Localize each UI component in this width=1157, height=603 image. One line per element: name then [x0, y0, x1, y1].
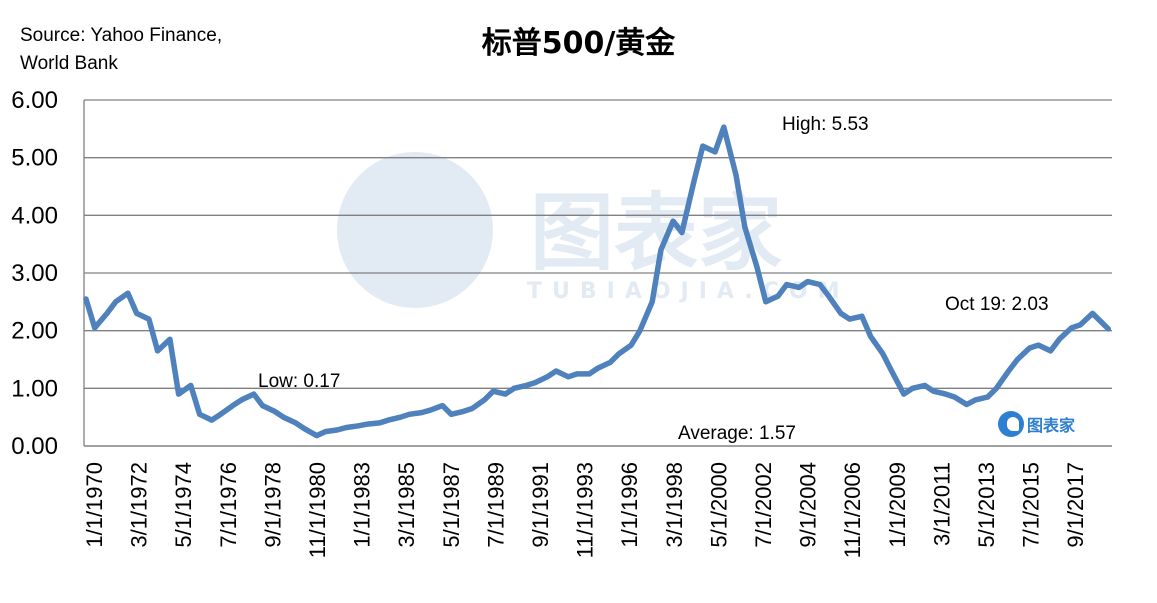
annotation-latest: Oct 19: 2.03 [945, 294, 1049, 315]
brain-head-icon [998, 411, 1024, 437]
x-tick-label: 1/1/1996 [617, 462, 642, 548]
x-axis-ticks: 1/1/1970 3/1/1972 5/1/1974 7/1/1976 9/1/1978… [82, 462, 1088, 558]
x-tick-label: 11/1/1980 [305, 462, 330, 558]
x-tick-label: 1/1/1970 [82, 462, 107, 548]
y-tick-label: 6.00 [11, 87, 58, 114]
x-tick-label: 7/1/1989 [483, 462, 508, 548]
x-tick-label: 9/1/1991 [528, 462, 553, 548]
y-tick-label: 4.00 [11, 202, 58, 229]
source-line-1: Source: Yahoo Finance, [20, 25, 223, 46]
x-tick-label: 5/1/1987 [439, 462, 464, 548]
annotation-high: High: 5.53 [782, 114, 869, 135]
brain-head-icon [337, 152, 493, 308]
annotation-low: Low: 0.17 [258, 371, 340, 392]
x-tick-label: 5/1/2013 [974, 462, 999, 548]
x-tick-label: 5/1/2000 [706, 462, 731, 548]
x-tick-label: 11/1/2006 [840, 462, 865, 558]
x-tick-label: 11/1/1993 [573, 462, 598, 558]
logo: 图表家 [998, 411, 1075, 437]
x-tick-label: 5/1/1974 [171, 462, 196, 548]
gridlines [83, 99, 1112, 446]
x-tick-label: 7/1/2002 [751, 462, 776, 548]
x-tick-label: 3/1/1972 [127, 462, 152, 548]
x-tick-label: 3/1/1998 [662, 462, 687, 548]
x-tick-label: 3/1/1985 [394, 462, 419, 548]
x-tick-label: 9/1/2017 [1063, 462, 1088, 548]
chart-title: 标普500/黄金 [481, 26, 676, 61]
watermark: 图表家 TUBIAOJIA.COM [337, 152, 839, 308]
annotation-average: Average: 1.57 [678, 423, 796, 444]
x-tick-label: 7/1/1976 [216, 462, 241, 548]
x-tick-label: 1/1/2009 [885, 462, 910, 548]
y-axis-ticks: 0.00 1.00 2.00 3.00 4.00 5.00 6.00 [11, 87, 58, 460]
source-line-2: World Bank [20, 53, 118, 74]
x-tick-label: 7/1/2015 [1019, 462, 1044, 548]
x-tick-label: 9/1/2004 [796, 462, 821, 548]
y-tick-label: 2.00 [11, 318, 58, 345]
x-tick-label: 1/1/1983 [350, 462, 375, 548]
logo-text: 图表家 [1027, 416, 1076, 435]
series-line [83, 124, 1112, 439]
x-tick-label: 3/1/2011 [929, 462, 954, 546]
x-tick-label: 9/1/1978 [260, 462, 285, 548]
y-tick-label: 0.00 [11, 433, 58, 460]
y-tick-label: 5.00 [11, 145, 58, 172]
y-tick-label: 1.00 [11, 375, 58, 402]
y-tick-label: 3.00 [11, 260, 58, 287]
source-note: Source: Yahoo Finance, World Bank [20, 22, 222, 78]
